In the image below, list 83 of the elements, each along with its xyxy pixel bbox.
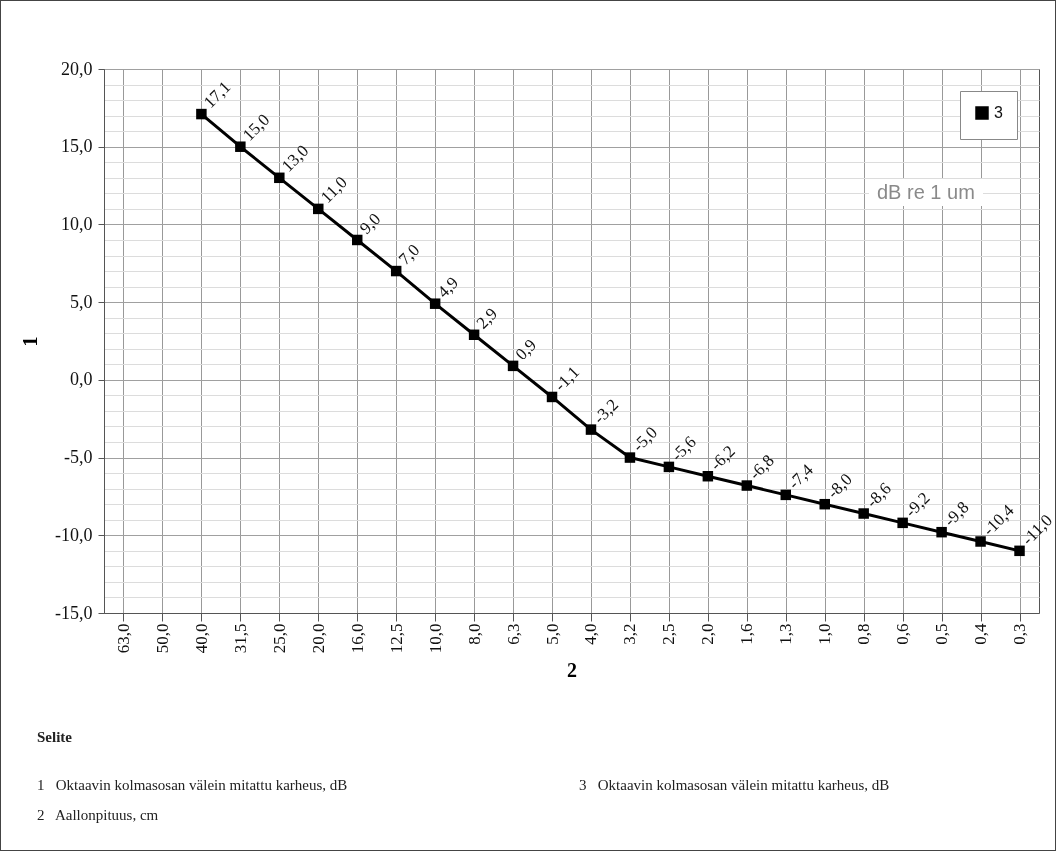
- y-tick-label: 15,0: [61, 136, 93, 157]
- x-tick-label: 1,0: [815, 623, 835, 645]
- point: [390, 265, 402, 277]
- point: [468, 329, 480, 341]
- point: [975, 536, 986, 547]
- x-tick-label: 0,8: [854, 623, 874, 645]
- point: [819, 498, 830, 510]
- text: -5,6: [667, 432, 700, 465]
- text: -8,6: [862, 478, 895, 512]
- text: -9,2: [901, 488, 934, 521]
- x-tick-label: 0,6: [893, 623, 913, 645]
- x-tick-label: 40,0: [191, 623, 211, 654]
- text: 2 Aallonpituus, cm: [37, 807, 159, 824]
- y-tick-label: 20,0: [61, 58, 93, 79]
- x-tick-label: 63,0: [113, 623, 133, 654]
- text: -1,1: [550, 362, 584, 395]
- x-axis-title: 2: [567, 659, 577, 682]
- y-tick-label: -10,0: [55, 524, 93, 545]
- point: [897, 517, 908, 529]
- point: [741, 480, 753, 491]
- text: -9,8: [940, 497, 973, 531]
- x-tick-label: 1,6: [737, 623, 757, 645]
- y-tick-label: 5,0: [70, 291, 93, 312]
- x-tick-label: 6,3: [503, 623, 523, 645]
- point: [858, 508, 869, 519]
- y-tick-label: 10,0: [61, 213, 93, 234]
- x-tick-label: 0,4: [971, 623, 991, 645]
- x-tick-label: 0,3: [1010, 623, 1030, 645]
- point: [702, 470, 714, 482]
- text: 3 Oktaavin kolmasosan välein mitattu karheus, dB: [579, 777, 890, 794]
- text: Selite: [37, 729, 72, 746]
- text: -11,0: [1018, 510, 1056, 549]
- x-tick-label: 8,0: [464, 623, 484, 645]
- point: [507, 360, 519, 372]
- text: -8,0: [823, 469, 856, 503]
- point: [663, 461, 675, 473]
- text: 11,0: [316, 172, 351, 207]
- text: -3,2: [589, 395, 623, 428]
- annotation: dB re 1 um: [869, 179, 983, 206]
- point: [274, 172, 285, 184]
- y-tick-label: 0,0: [70, 369, 93, 390]
- point: [313, 203, 324, 215]
- x-tick-label: 2,5: [659, 623, 679, 645]
- x-tick-label: 16,0: [347, 623, 367, 654]
- point: [429, 298, 441, 309]
- text: 0,9: [511, 335, 541, 364]
- text: 17,1: [199, 77, 235, 112]
- point: [196, 108, 207, 120]
- legend-label: 3: [994, 104, 1003, 121]
- text: -5,0: [628, 422, 661, 456]
- point: [546, 391, 558, 403]
- x-tick-label: 0,5: [932, 623, 952, 645]
- text: -7,4: [784, 460, 817, 493]
- text: 1 Oktaavin kolmasosan välein mitattu karheus, dB: [37, 777, 348, 794]
- text: 13,0: [277, 141, 313, 176]
- point: [585, 424, 597, 435]
- point: [624, 452, 636, 463]
- point: [936, 526, 947, 538]
- text: 15,0: [238, 110, 274, 145]
- point: [1014, 545, 1025, 557]
- text: 9,0: [355, 209, 385, 238]
- point: [351, 234, 363, 246]
- point: [235, 141, 246, 152]
- x-tick-label: 20,0: [308, 623, 328, 654]
- text: -6,8: [745, 450, 778, 484]
- text: 2,9: [472, 304, 502, 333]
- x-tick-label: 3,2: [620, 623, 640, 645]
- y-axis-title: 1: [19, 336, 42, 347]
- x-tick-label: 5,0: [542, 623, 562, 645]
- y-tick-label: -5,0: [64, 447, 93, 468]
- x-tick-label: 12,5: [386, 623, 406, 654]
- x-tick-label: 31,5: [230, 623, 250, 654]
- x-tick-label: 1,3: [776, 623, 796, 645]
- text: -6,2: [706, 441, 739, 475]
- x-tick-label: 25,0: [269, 623, 289, 654]
- x-tick-label: 10,0: [425, 623, 445, 654]
- y-tick-label: -15,0: [55, 602, 93, 623]
- text: 4,9: [433, 273, 463, 302]
- text: 7,0: [394, 240, 424, 269]
- x-tick-label: 50,0: [152, 623, 172, 654]
- x-tick-label: 2,0: [698, 623, 718, 645]
- x-tick-label: 4,0: [581, 623, 601, 645]
- point: [780, 489, 792, 501]
